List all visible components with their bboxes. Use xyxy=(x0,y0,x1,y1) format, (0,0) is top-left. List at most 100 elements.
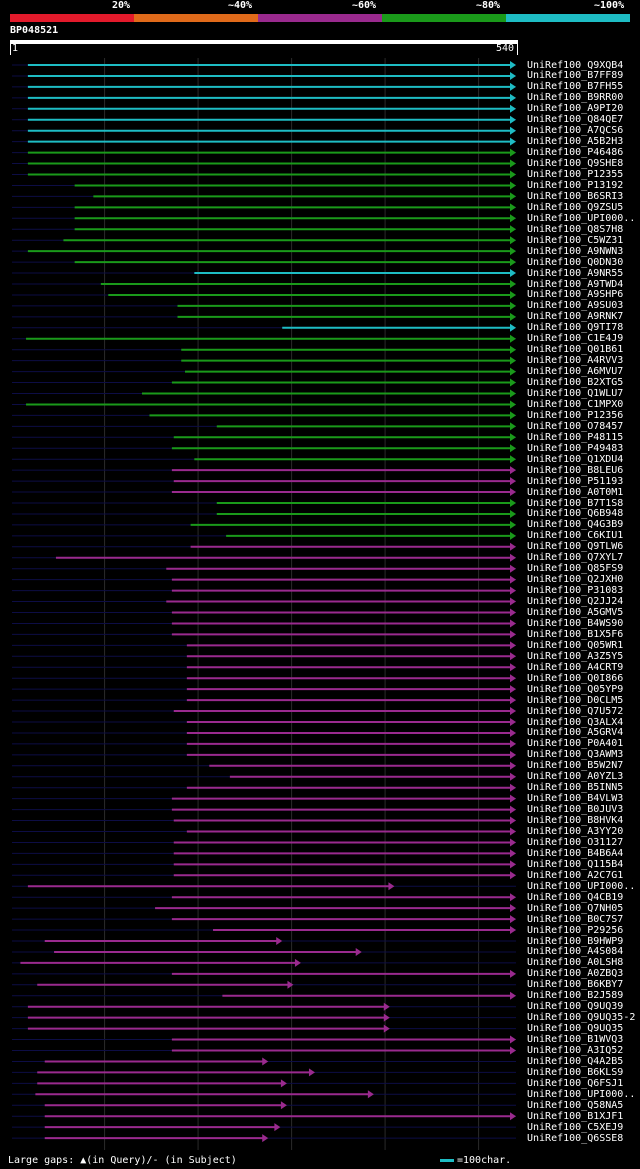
hit-label[interactable]: UniRef100_B8LEU6 xyxy=(527,464,624,476)
hit-label[interactable]: UniRef100_A3IQ52 xyxy=(527,1045,624,1056)
hit-label[interactable]: UniRef100_P46486 xyxy=(527,147,624,159)
hit-label[interactable]: UniRef100_Q8S7H8 xyxy=(527,223,624,235)
hit-label[interactable]: UniRef100_P29256 xyxy=(527,924,624,936)
hit-label[interactable]: UniRef100_UPI000.. xyxy=(527,880,636,892)
hit-label[interactable]: UniRef100_B4B6A4 xyxy=(527,847,624,859)
hit-label[interactable]: UniRef100_O31127 xyxy=(527,836,624,848)
hit-label[interactable]: UniRef100_Q115B4 xyxy=(527,858,624,870)
hit-label[interactable]: UniRef100_B4WS90 xyxy=(527,617,624,629)
hit-label[interactable]: UniRef100_Q9SHE8 xyxy=(527,158,624,170)
hit-label[interactable]: UniRef100_A7QCS6 xyxy=(527,125,624,137)
hit-label[interactable]: UniRef100_P49483 xyxy=(527,442,624,454)
hit-label[interactable]: UniRef100_B6KBY7 xyxy=(527,979,624,991)
hit-label[interactable]: UniRef100_Q7XYL7 xyxy=(527,552,624,564)
hit-label[interactable]: UniRef100_Q01B61 xyxy=(527,344,624,356)
hit-label[interactable]: UniRef100_A9NR55 xyxy=(527,267,624,279)
hit-label[interactable]: UniRef100_Q3AWM3 xyxy=(527,749,624,761)
hit-label[interactable]: UniRef100_O78457 xyxy=(527,420,624,432)
hit-label[interactable]: UniRef100_Q6SSE8 xyxy=(527,1132,624,1144)
hit-label[interactable]: UniRef100_B5INN5 xyxy=(527,782,624,794)
hit-label[interactable]: UniRef100_Q9ZSU5 xyxy=(527,201,624,213)
hit-label[interactable]: UniRef100_A5GMV5 xyxy=(527,607,624,618)
hit-label[interactable]: UniRef100_C6KIU1 xyxy=(527,530,624,542)
hit-label[interactable]: UniRef100_Q1WLU7 xyxy=(527,388,624,399)
hit-label[interactable]: UniRef100_P48115 xyxy=(527,431,624,443)
hit-label[interactable]: UniRef100_B5W2N7 xyxy=(527,760,624,772)
hit-label[interactable]: UniRef100_Q05YP9 xyxy=(527,683,624,695)
hit-label[interactable]: UniRef100_A9SU03 xyxy=(527,300,624,312)
hit-label[interactable]: UniRef100_Q7NH05 xyxy=(527,902,624,914)
hit-label[interactable]: UniRef100_A0T0M1 xyxy=(527,486,624,498)
hit-label[interactable]: UniRef100_A0ZBQ3 xyxy=(527,968,624,980)
hit-label[interactable]: UniRef100_A3YY20 xyxy=(527,826,624,837)
hit-label[interactable]: UniRef100_A4CRT9 xyxy=(527,661,624,673)
hit-label[interactable]: UniRef100_A0YZL3 xyxy=(527,771,624,783)
hit-label[interactable]: UniRef100_B7FH55 xyxy=(527,81,624,93)
hit-label[interactable]: UniRef100_B6SRI3 xyxy=(527,190,624,202)
hit-label[interactable]: UniRef100_Q9UQ39 xyxy=(527,1001,624,1013)
hit-label[interactable]: UniRef100_P31083 xyxy=(527,585,624,597)
hit-label[interactable]: UniRef100_Q1XDU4 xyxy=(527,453,624,465)
hit-label[interactable]: UniRef100_B7FF89 xyxy=(527,70,624,82)
hit-label[interactable]: UniRef100_Q4G3B9 xyxy=(527,519,624,531)
hit-label[interactable]: UniRef100_B1WVQ3 xyxy=(527,1034,624,1046)
hit-label[interactable]: UniRef100_UPI000.. xyxy=(527,1088,636,1100)
hit-label[interactable]: UniRef100_A9RNK7 xyxy=(527,311,624,323)
hit-label[interactable]: UniRef100_Q05WR1 xyxy=(527,639,624,651)
hit-label[interactable]: UniRef100_Q0I866 xyxy=(527,672,624,684)
hit-label[interactable]: UniRef100_Q9UQ35 xyxy=(527,1023,624,1035)
hit-label[interactable]: UniRef100_Q0DN30 xyxy=(527,256,624,268)
hit-label[interactable]: UniRef100_P12356 xyxy=(527,409,624,421)
hit-label[interactable]: UniRef100_P51193 xyxy=(527,475,624,487)
hit-label[interactable]: UniRef100_Q9TLW6 xyxy=(527,541,624,553)
hit-label[interactable]: UniRef100_B9RR00 xyxy=(527,92,624,104)
hit-label[interactable]: UniRef100_B6KLS9 xyxy=(527,1066,624,1078)
hit-label[interactable]: UniRef100_B0JUV3 xyxy=(527,804,624,816)
hit-label[interactable]: UniRef100_Q6B948 xyxy=(527,508,624,520)
hit-label[interactable]: UniRef100_Q3ALX4 xyxy=(527,716,624,728)
hit-label[interactable]: UniRef100_A6MVU7 xyxy=(527,366,624,378)
hit-label[interactable]: UniRef100_C5WZ31 xyxy=(527,234,624,246)
hit-label[interactable]: UniRef100_B9HWP9 xyxy=(527,935,624,947)
hit-label[interactable]: UniRef100_B7T1S8 xyxy=(527,497,624,509)
hit-label[interactable]: UniRef100_C5XEJ9 xyxy=(527,1121,624,1133)
hit-label[interactable]: UniRef100_A9PI20 xyxy=(527,103,624,115)
hit-label[interactable]: UniRef100_A5GRV4 xyxy=(527,727,624,739)
hit-label[interactable]: UniRef100_A5B2H3 xyxy=(527,136,624,148)
hit-label[interactable]: UniRef100_A9SHP6 xyxy=(527,289,624,301)
hit-label[interactable]: UniRef100_Q4CB19 xyxy=(527,891,624,903)
hit-label[interactable]: UniRef100_B4VLW3 xyxy=(527,793,624,805)
hit-label[interactable]: UniRef100_Q85FS9 xyxy=(527,563,624,575)
hit-label[interactable]: UniRef100_A0LSH8 xyxy=(527,957,624,969)
hit-label[interactable]: UniRef100_Q2JXH0 xyxy=(527,574,624,586)
hit-label[interactable]: UniRef100_B1X5F6 xyxy=(527,628,624,640)
hit-label[interactable]: UniRef100_A2C7G1 xyxy=(527,869,624,881)
hit-label[interactable]: UniRef100_B8HVK4 xyxy=(527,815,624,827)
hit-label[interactable]: UniRef100_A9NWN3 xyxy=(527,245,624,257)
hit-label[interactable]: UniRef100_UPI000.. xyxy=(527,212,636,224)
hit-label[interactable]: UniRef100_A4S084 xyxy=(527,946,624,958)
hit-label[interactable]: UniRef100_Q7U572 xyxy=(527,705,624,717)
hit-label[interactable]: UniRef100_Q2JJ24 xyxy=(527,596,624,608)
hit-label[interactable]: UniRef100_Q9XQB4 xyxy=(527,59,624,71)
hit-label[interactable]: UniRef100_B1XJF1 xyxy=(527,1110,624,1122)
hit-label[interactable]: UniRef100_A9TWD4 xyxy=(527,278,624,290)
hit-arrow-icon xyxy=(510,126,516,135)
hit-label[interactable]: UniRef100_P0A401 xyxy=(527,738,624,750)
hit-label[interactable]: UniRef100_A3Z5Y5 xyxy=(527,650,624,662)
hit-label[interactable]: UniRef100_Q6FSJ1 xyxy=(527,1077,624,1089)
hit-label[interactable]: UniRef100_C1E4J9 xyxy=(527,333,624,345)
hit-label[interactable]: UniRef100_Q84QE7 xyxy=(527,114,624,126)
hit-label[interactable]: UniRef100_Q58NA5 xyxy=(527,1099,624,1111)
hit-label[interactable]: UniRef100_D0CLM5 xyxy=(527,694,624,706)
hit-label[interactable]: UniRef100_B2XTG5 xyxy=(527,377,624,389)
hit-label[interactable]: UniRef100_P13192 xyxy=(527,179,624,191)
hit-label[interactable]: UniRef100_B2J589 xyxy=(527,990,624,1002)
hit-label[interactable]: UniRef100_C1MPX0 xyxy=(527,398,624,410)
hit-label[interactable]: UniRef100_Q4A2B5 xyxy=(527,1055,624,1067)
hit-label[interactable]: UniRef100_Q9UQ35-2 xyxy=(527,1012,636,1024)
hit-label[interactable]: UniRef100_A4RVV3 xyxy=(527,355,624,367)
hit-label[interactable]: UniRef100_P12355 xyxy=(527,169,624,180)
hit-label[interactable]: UniRef100_B0C7S7 xyxy=(527,913,624,925)
hit-label[interactable]: UniRef100_Q9TI78 xyxy=(527,322,624,334)
